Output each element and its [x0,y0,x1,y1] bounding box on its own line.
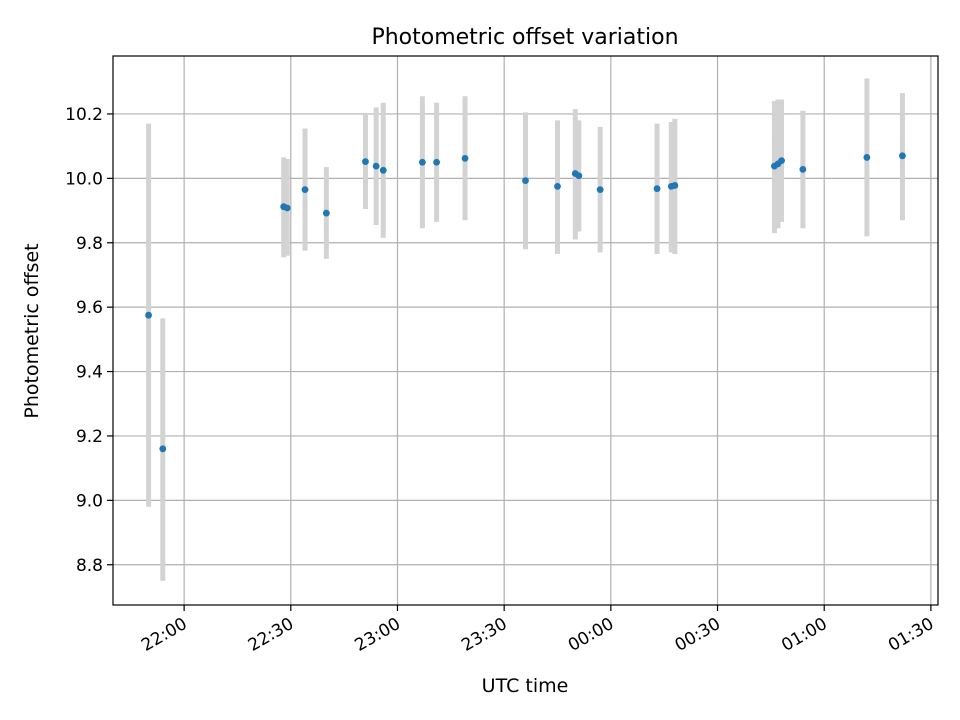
x-axis-label: UTC time [482,675,569,697]
y-tick-label: 9.0 [76,491,103,511]
data-point [461,154,469,162]
data-point [522,177,529,185]
y-tick-label: 9.8 [76,234,103,254]
data-point [159,445,167,453]
data-point [283,204,291,212]
y-tick-label: 10.0 [65,169,103,189]
plot-frame [112,55,939,606]
y-tick-label: 10.2 [65,105,103,125]
data-point [418,158,426,166]
y-tick-label: 9.6 [76,298,103,318]
data-point [301,186,309,194]
y-tick-label: 9.2 [76,427,103,447]
data-point [433,158,440,166]
data-point [596,186,604,194]
y-axis-ticks: 8.8 9.0 9.2 9.4 9.6 9.8 10.0 10.2 [65,105,113,576]
data-point [372,162,380,170]
data-point [778,157,785,165]
y-tick-label: 8.8 [76,556,103,576]
data-point [671,182,679,189]
data-points [145,152,906,453]
data-point [653,185,661,193]
data-point [322,209,330,217]
data-point [554,183,561,190]
y-tick-label: 9.4 [76,363,103,383]
data-point [379,166,387,174]
data-point [145,311,152,319]
chart-title: Photometric offset variation [371,25,678,50]
y-axis-label: Photometric offset [21,243,43,418]
data-point [899,152,906,160]
data-point [575,172,583,180]
data-point [863,154,871,161]
data-point [362,158,369,166]
data-point [799,165,807,173]
